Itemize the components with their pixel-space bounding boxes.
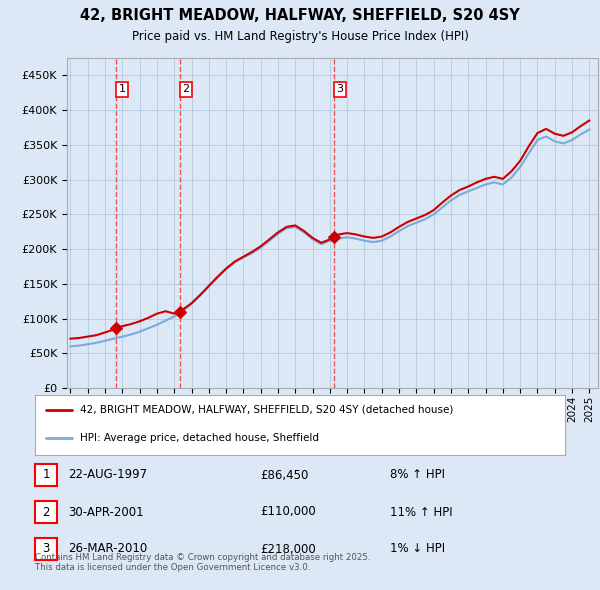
Text: 3: 3 [337,84,343,94]
Text: 1: 1 [42,468,50,481]
Text: 2: 2 [182,84,190,94]
Text: 1% ↓ HPI: 1% ↓ HPI [390,542,445,556]
Text: HPI: Average price, detached house, Sheffield: HPI: Average price, detached house, Shef… [80,433,319,443]
Text: 30-APR-2001: 30-APR-2001 [68,506,143,519]
Text: 26-MAR-2010: 26-MAR-2010 [68,542,147,556]
Text: 3: 3 [43,542,50,556]
Point [175,307,185,316]
Point [329,232,338,241]
Text: 22-AUG-1997: 22-AUG-1997 [68,468,147,481]
Text: 2: 2 [42,506,50,519]
Text: 8% ↑ HPI: 8% ↑ HPI [390,468,445,481]
Text: £218,000: £218,000 [260,542,316,556]
Text: Price paid vs. HM Land Registry's House Price Index (HPI): Price paid vs. HM Land Registry's House … [131,30,469,43]
Text: £110,000: £110,000 [260,506,316,519]
Text: £86,450: £86,450 [260,468,308,481]
Text: 42, BRIGHT MEADOW, HALFWAY, SHEFFIELD, S20 4SY (detached house): 42, BRIGHT MEADOW, HALFWAY, SHEFFIELD, S… [80,405,454,415]
Text: 42, BRIGHT MEADOW, HALFWAY, SHEFFIELD, S20 4SY: 42, BRIGHT MEADOW, HALFWAY, SHEFFIELD, S… [80,8,520,23]
Text: 11% ↑ HPI: 11% ↑ HPI [390,506,452,519]
Text: 1: 1 [119,84,126,94]
Text: Contains HM Land Registry data © Crown copyright and database right 2025.
This d: Contains HM Land Registry data © Crown c… [35,553,371,572]
Point [112,323,121,333]
